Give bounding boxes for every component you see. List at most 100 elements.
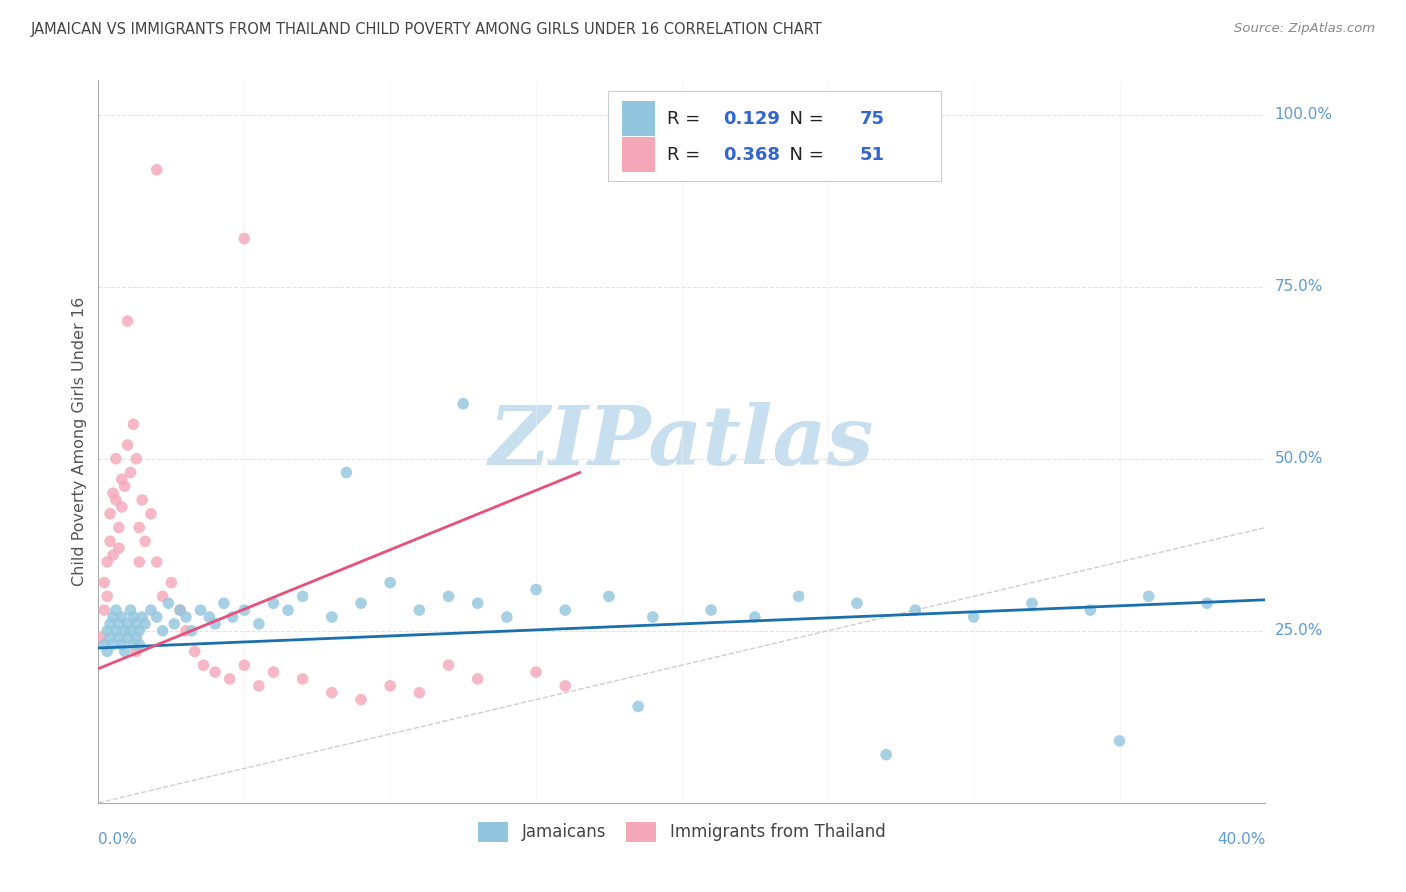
- Text: Source: ZipAtlas.com: Source: ZipAtlas.com: [1234, 22, 1375, 36]
- Point: [93, 575, 115, 590]
- Point: [131, 493, 153, 508]
- Point: [467, 672, 489, 686]
- Point: [183, 644, 205, 658]
- Point: [247, 679, 270, 693]
- Text: R =: R =: [666, 110, 706, 128]
- Point: [146, 555, 169, 569]
- Point: [350, 596, 373, 610]
- Text: R =: R =: [666, 145, 706, 164]
- Point: [212, 596, 235, 610]
- Point: [117, 631, 139, 645]
- Point: [321, 686, 343, 700]
- Point: [111, 472, 134, 486]
- Point: [108, 616, 131, 631]
- Text: N =: N =: [778, 110, 830, 128]
- Text: JAMAICAN VS IMMIGRANTS FROM THAILAND CHILD POVERTY AMONG GIRLS UNDER 16 CORRELAT: JAMAICAN VS IMMIGRANTS FROM THAILAND CHI…: [31, 22, 823, 37]
- Point: [467, 596, 489, 610]
- Text: 75: 75: [859, 110, 884, 128]
- Point: [190, 603, 212, 617]
- Point: [128, 520, 150, 534]
- Point: [98, 631, 121, 645]
- Text: 40.0%: 40.0%: [1218, 831, 1265, 847]
- Text: 25.0%: 25.0%: [1275, 624, 1323, 639]
- Point: [247, 616, 270, 631]
- Point: [627, 699, 650, 714]
- Point: [524, 665, 547, 679]
- Point: [146, 162, 169, 177]
- FancyBboxPatch shape: [609, 91, 941, 181]
- Point: [139, 507, 162, 521]
- Point: [262, 665, 284, 679]
- Point: [846, 596, 869, 610]
- Point: [524, 582, 547, 597]
- Point: [96, 624, 118, 638]
- Point: [218, 672, 240, 686]
- Point: [125, 631, 148, 645]
- Point: [233, 658, 256, 673]
- Point: [125, 644, 148, 658]
- Point: [96, 590, 118, 604]
- Point: [125, 616, 148, 631]
- Point: [152, 624, 174, 638]
- Point: [128, 555, 150, 569]
- Point: [125, 451, 148, 466]
- Point: [111, 638, 134, 652]
- Text: ZIPatlas: ZIPatlas: [489, 401, 875, 482]
- Point: [128, 624, 150, 638]
- Point: [174, 624, 197, 638]
- Point: [104, 624, 127, 638]
- Point: [139, 603, 162, 617]
- Point: [104, 603, 127, 617]
- Point: [221, 610, 243, 624]
- Point: [262, 596, 284, 610]
- Point: [152, 590, 174, 604]
- Point: [875, 747, 897, 762]
- Point: [335, 466, 357, 480]
- Point: [277, 603, 299, 617]
- Point: [104, 451, 127, 466]
- FancyBboxPatch shape: [623, 137, 655, 172]
- Point: [93, 603, 115, 617]
- Point: [904, 603, 927, 617]
- Point: [204, 616, 226, 631]
- Text: 0.0%: 0.0%: [98, 831, 138, 847]
- Point: [98, 507, 121, 521]
- Point: [437, 658, 460, 673]
- FancyBboxPatch shape: [623, 101, 655, 136]
- Point: [962, 610, 984, 624]
- Point: [598, 590, 620, 604]
- Point: [90, 631, 112, 645]
- Point: [146, 610, 169, 624]
- Point: [291, 672, 314, 686]
- Point: [408, 603, 430, 617]
- Point: [180, 624, 202, 638]
- Point: [98, 616, 121, 631]
- Point: [120, 466, 142, 480]
- Point: [122, 638, 145, 652]
- Text: 0.129: 0.129: [723, 110, 780, 128]
- Point: [160, 575, 183, 590]
- Point: [114, 644, 136, 658]
- Point: [744, 610, 766, 624]
- Point: [554, 679, 576, 693]
- Point: [101, 548, 124, 562]
- Point: [108, 541, 131, 556]
- Point: [93, 638, 115, 652]
- Point: [350, 692, 373, 706]
- Point: [96, 644, 118, 658]
- Point: [101, 610, 124, 624]
- Point: [169, 603, 191, 617]
- Point: [114, 479, 136, 493]
- Point: [554, 603, 576, 617]
- Point: [174, 610, 197, 624]
- Point: [111, 610, 134, 624]
- Text: N =: N =: [778, 145, 830, 164]
- Point: [169, 603, 191, 617]
- Point: [1137, 590, 1160, 604]
- Point: [198, 610, 221, 624]
- Point: [117, 438, 139, 452]
- Text: 51: 51: [859, 145, 884, 164]
- Point: [101, 638, 124, 652]
- Text: 75.0%: 75.0%: [1275, 279, 1323, 294]
- Point: [122, 610, 145, 624]
